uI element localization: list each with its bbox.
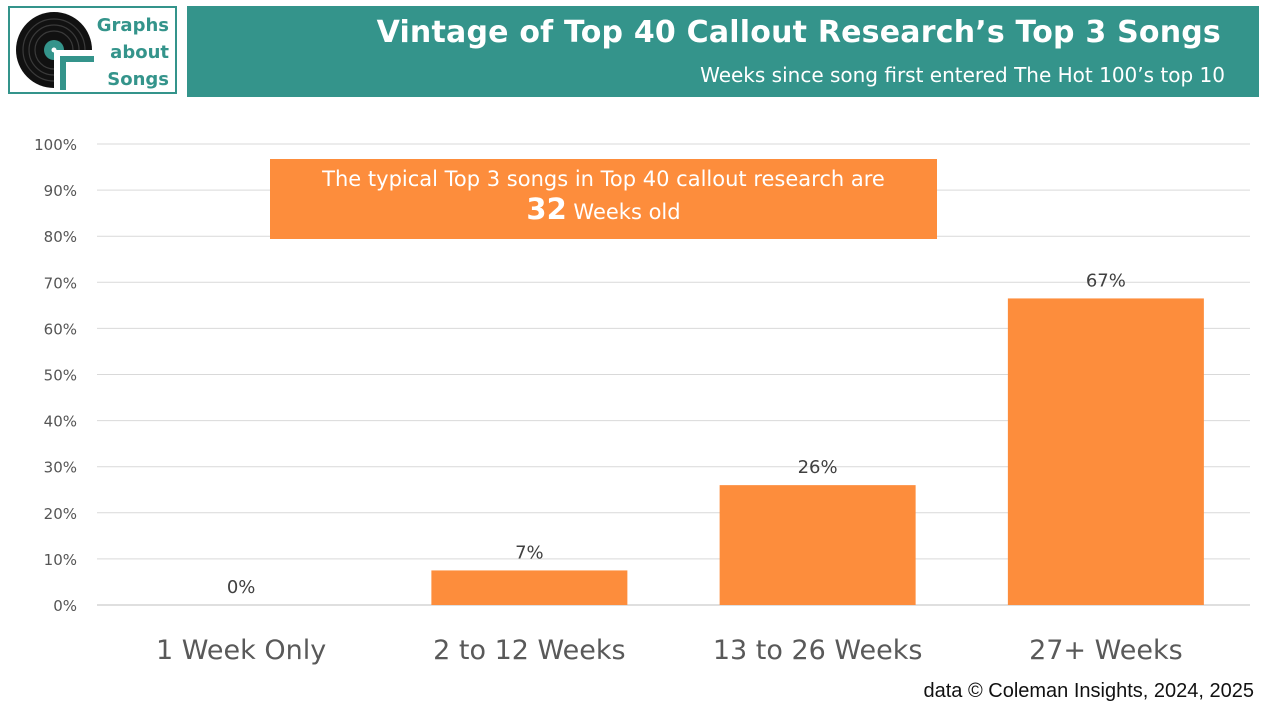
y-tick-label: 60% [44,320,77,338]
bar [719,485,916,605]
source-note: data © Coleman Insights, 2024, 2025 [923,680,1254,702]
y-tick-label: 0% [53,597,77,615]
logo-line: Graphs [96,15,169,36]
bar [431,570,628,605]
y-tick-label: 100% [34,136,77,154]
logo-line: about [110,42,169,63]
callout-box: The typical Top 3 songs in Top 40 callou… [270,159,937,239]
y-tick-label: 50% [44,367,77,385]
chart-subtitle: Weeks since song first entered The Hot 1… [700,63,1225,87]
y-tick-label: 30% [44,459,77,477]
y-tick-label: 70% [44,274,77,292]
bar [1007,298,1204,605]
x-tick-label: 2 to 12 Weeks [433,635,625,666]
chart-title: Vintage of Top 40 Callout Research’s Top… [376,15,1221,50]
callout-line1: The typical Top 3 songs in Top 40 callou… [322,167,885,191]
vinyl-record-icon [16,12,98,92]
x-tick-label: 13 to 26 Weeks [713,635,923,666]
callout-line2: 32 Weeks old [270,192,937,226]
logo-text: Graphs about Songs [97,12,169,93]
y-tick-label: 40% [44,413,77,431]
data-label: 67% [1086,270,1126,291]
y-tick-label: 80% [44,228,77,246]
callout-suffix: Weeks old [566,200,681,224]
logo: Graphs about Songs [8,6,177,94]
data-label: 7% [515,542,544,563]
y-tick-label: 10% [44,551,77,569]
y-tick-label: 90% [44,182,77,200]
data-label: 26% [798,457,838,478]
data-label: 0% [227,577,256,598]
header-band: Vintage of Top 40 Callout Research’s Top… [187,6,1259,97]
callout-number: 32 [526,192,567,226]
y-tick-label: 20% [44,505,77,523]
x-tick-label: 27+ Weeks [1029,635,1183,666]
logo-line: Songs [107,69,169,90]
x-tick-label: 1 Week Only [156,635,326,666]
